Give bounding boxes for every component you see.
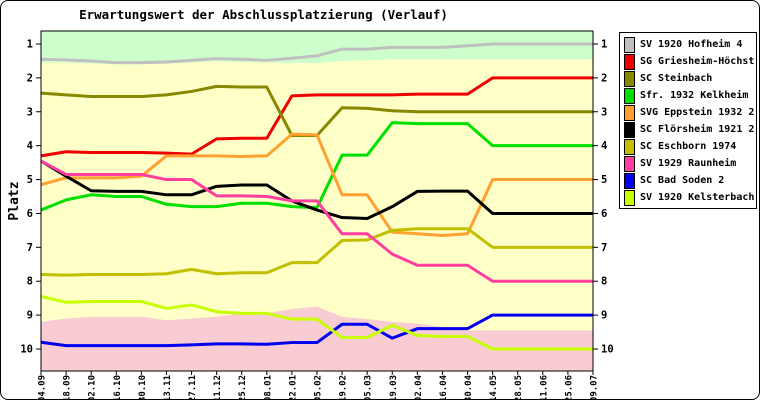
- series-line: [40, 76, 593, 158]
- zone-bottom: [41, 306, 593, 371]
- legend-label: SC Eschborn 1974: [640, 141, 737, 152]
- x-tick-label: 27.11: [188, 375, 198, 400]
- legend-swatch: [624, 87, 635, 104]
- x-tick-label: 04.09: [38, 375, 48, 400]
- series-line: [40, 42, 593, 65]
- x-tick-label: 08.01: [263, 375, 273, 400]
- y-tick-label-right: 4: [601, 140, 607, 152]
- y-tick-label-left: 10: [20, 344, 33, 356]
- y-tick-label-left: 2: [27, 72, 33, 84]
- y-tick-label-right: 6: [601, 208, 607, 220]
- legend-label: SV 1929 Raunheim: [640, 158, 737, 169]
- legend-item: SV 1920 Kelsterbach: [620, 189, 756, 206]
- chart-title: Erwartungswert der Abschlussplatzierung …: [79, 7, 448, 22]
- zone-top: [41, 31, 593, 65]
- x-tick-label: 02.10: [88, 375, 98, 400]
- x-tick-label: 28.05: [514, 375, 524, 400]
- x-tick-label: 30.04: [464, 374, 474, 400]
- legend-swatch: [624, 155, 635, 172]
- legend-label: SC Bad Soden 2: [640, 175, 725, 186]
- x-tick-label: 05.03: [364, 375, 374, 400]
- series-line: [40, 159, 593, 221]
- x-tick-label: 09.07: [590, 375, 600, 400]
- legend-swatch: [624, 36, 635, 53]
- y-tick-label-right: 1: [601, 39, 607, 51]
- legend-swatch: [624, 172, 635, 189]
- y-tick-label-right: 10: [601, 344, 614, 356]
- series-line: [40, 121, 593, 212]
- legend-item: SG Griesheim-Höchst: [620, 53, 756, 70]
- x-tick-label: 13.11: [163, 375, 173, 400]
- x-tick-label: 19.02: [339, 375, 349, 400]
- x-tick-label: 11.06: [539, 375, 549, 400]
- y-tick-label-left: 4: [27, 140, 33, 152]
- series-line: [40, 132, 593, 237]
- x-tick-label: 16.10: [113, 375, 123, 400]
- legend-item: SV 1920 Hofheim 4: [620, 36, 756, 53]
- legend-swatch: [624, 70, 635, 87]
- series-line: [40, 159, 593, 283]
- y-tick-label-left: 3: [27, 106, 33, 118]
- legend-item: Sfr. 1932 Kelkheim: [620, 87, 756, 104]
- legend-item: SC Flörsheim 1921 2: [620, 121, 756, 138]
- y-tick-label-right: 9: [601, 310, 607, 322]
- legend-swatch: [624, 53, 635, 70]
- x-tick-label: 30.10: [138, 375, 148, 400]
- legend-item: SC Bad Soden 2: [620, 172, 756, 189]
- legend-label: SV 1920 Hofheim 4: [640, 39, 743, 50]
- y-tick-label-left: 6: [27, 208, 33, 220]
- y-tick-label-left: 7: [27, 242, 33, 254]
- y-tick-label-right: 5: [601, 174, 607, 186]
- y-tick-label-left: 9: [27, 310, 33, 322]
- legend-swatch: [624, 104, 635, 121]
- x-tick-label: 14.05: [489, 375, 499, 400]
- legend-label: Sfr. 1932 Kelkheim: [640, 90, 749, 101]
- y-tick-label-right: 2: [601, 72, 607, 84]
- x-tick-label: 11.12: [213, 375, 223, 400]
- legend-item: SC Steinbach: [620, 70, 756, 87]
- x-tick-label: 02.04: [414, 374, 424, 400]
- x-tick-label: 22.01: [288, 375, 298, 400]
- legend-swatch: [624, 189, 635, 206]
- legend-label: SG Griesheim-Höchst: [640, 56, 755, 67]
- x-tick-label: 16.04: [439, 374, 449, 400]
- legend: SV 1920 Hofheim 4 SG Griesheim-Höchst SC S…: [619, 32, 757, 209]
- x-tick-label: 18.09: [63, 375, 73, 400]
- y-tick-label-left: 8: [27, 276, 33, 288]
- x-tick-label: 05.02: [314, 375, 324, 400]
- legend-label: SV 1920 Kelsterbach: [640, 192, 755, 203]
- y-tick-label-right: 7: [601, 242, 607, 254]
- legend-label: SC Flörsheim 1921 2: [640, 124, 755, 135]
- legend-swatch: [624, 121, 635, 138]
- legend-item: SV 1929 Raunheim: [620, 155, 756, 172]
- legend-item: SC Eschborn 1974: [620, 138, 756, 155]
- legend-swatch: [624, 138, 635, 155]
- x-tick-label: 19.03: [389, 375, 399, 400]
- y-tick-label-left: 1: [27, 39, 33, 51]
- y-tick-label-right: 8: [601, 276, 607, 288]
- legend-item: SVG Eppstein 1932 2: [620, 104, 756, 121]
- legend-label: SC Steinbach: [640, 73, 713, 84]
- series-line: [40, 295, 593, 351]
- x-tick-label: 25.06: [564, 375, 574, 400]
- y-tick-label-left: 5: [27, 174, 33, 186]
- y-tick-label-right: 3: [601, 106, 607, 118]
- series-line: [40, 227, 593, 277]
- legend-label: SVG Eppstein 1932 2: [640, 107, 755, 118]
- series-line: [40, 313, 593, 348]
- x-tick-label: 25.12: [238, 375, 248, 400]
